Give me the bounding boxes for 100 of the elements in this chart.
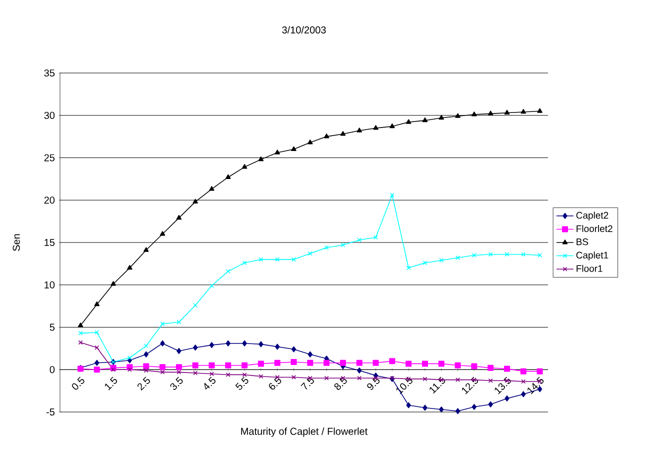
x-tick-label: 7.5 [300,376,314,390]
legend-label: Caplet1 [576,252,608,260]
point [111,367,116,372]
point [258,257,264,262]
point [225,174,231,179]
point [258,360,264,367]
point [422,404,428,411]
point [406,360,412,367]
point [226,269,230,274]
y-tick-label: -5 [46,408,55,416]
point [258,341,264,348]
point [439,258,444,263]
point [176,320,182,324]
point [324,360,330,366]
point [520,368,526,374]
legend-label: Floor1 [576,264,602,272]
point [94,301,100,306]
point [225,362,232,368]
x-tick-label: 6.5 [268,376,282,390]
point [192,362,198,368]
legend-label: Floorlet2 [576,225,612,232]
point [209,283,214,288]
point [94,360,100,366]
point [357,238,362,242]
point [274,360,280,366]
point [193,302,198,308]
point [208,362,215,368]
point [454,362,461,368]
point [374,235,378,240]
point [127,367,132,372]
point [406,402,411,408]
point [160,364,166,370]
point [94,366,100,373]
point [488,401,493,408]
point [308,251,312,256]
y-tick-label: 20 [44,196,55,204]
point [176,364,182,370]
point [209,372,214,376]
point [242,260,247,266]
y-tick-label: 35 [44,69,55,77]
point [390,192,394,198]
point [373,125,378,130]
x-tick-label: 4.5 [204,376,216,390]
point [488,378,493,383]
point [209,186,214,191]
point [242,372,247,377]
point [422,360,428,367]
point [242,362,248,368]
point [176,348,182,354]
point [406,266,411,270]
point [504,110,510,115]
point [94,330,100,335]
point [455,408,460,414]
point [209,342,214,348]
point [455,113,460,118]
point [324,376,329,380]
point [292,257,296,262]
x-tick-label: 8.5 [334,376,347,390]
y-tick-label: 25 [44,154,55,162]
y-tick-label: 5 [50,324,55,331]
point [242,164,248,169]
point [143,247,149,252]
point [144,344,148,348]
point [372,360,379,366]
point [160,370,165,374]
point [176,370,182,374]
point [291,146,296,151]
point [472,404,477,410]
point [389,358,396,364]
point [193,370,198,376]
point [521,379,526,384]
point [144,368,148,373]
point [275,344,280,350]
point [226,340,230,346]
point [422,260,428,266]
point [258,156,264,162]
point [127,356,132,360]
point [521,391,526,398]
point [340,131,346,136]
x-tick-label: 2.5 [138,376,150,391]
point [439,406,444,412]
y-axis-title: Sen [12,234,20,251]
point [275,257,280,262]
point [472,252,476,258]
point [307,360,314,366]
y-tick-label: 10 [44,281,55,288]
point [308,351,313,358]
point [357,376,362,380]
point [356,360,362,366]
point [176,214,182,220]
point [160,322,165,326]
point [504,366,510,372]
point [226,372,230,377]
chart-title: 3/10/2003 [282,26,326,34]
y-tick-label: 30 [44,112,55,119]
point [242,340,247,346]
x-tick-label: 0.5 [72,376,84,390]
point [406,119,412,124]
point [537,108,542,113]
point [438,360,444,367]
